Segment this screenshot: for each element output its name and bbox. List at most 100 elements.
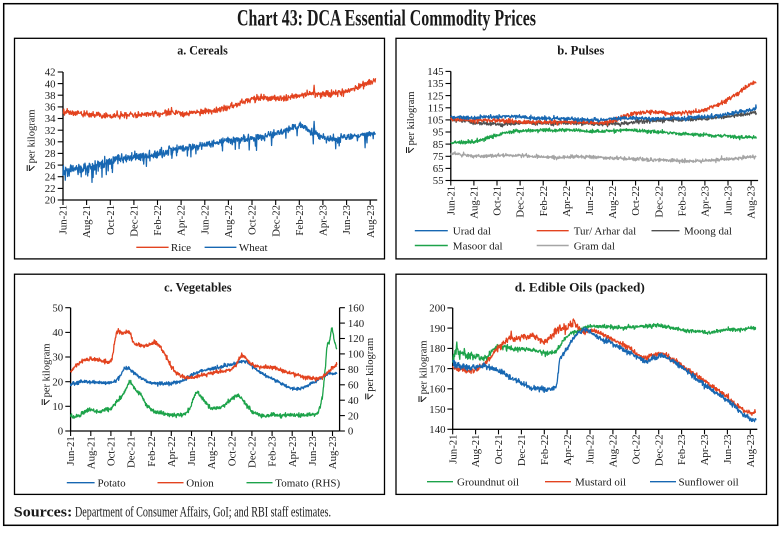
svg-text:Aug-23: Aug-23 — [746, 186, 758, 219]
svg-text:75: 75 — [433, 151, 444, 163]
svg-text:Dec-21: Dec-21 — [129, 205, 141, 237]
svg-text:Apr-22: Apr-22 — [166, 436, 178, 467]
svg-text:Aug-23: Aug-23 — [327, 436, 339, 469]
svg-text:Tur/ Arhar dal: Tur/ Arhar dal — [574, 226, 637, 238]
svg-text:per kilogram: per kilogram — [42, 343, 53, 397]
svg-text:Dec-21: Dec-21 — [516, 434, 528, 466]
svg-text:Aug-22: Aug-22 — [607, 186, 619, 219]
svg-text:40: 40 — [45, 78, 56, 90]
svg-text:34: 34 — [45, 113, 56, 125]
svg-text:Feb-22: Feb-22 — [152, 205, 164, 236]
svg-text:145: 145 — [427, 66, 443, 78]
svg-text:Aug-22: Aug-22 — [608, 434, 620, 467]
svg-text:95: 95 — [433, 127, 444, 139]
svg-text:c. Vegetables: c. Vegetables — [164, 280, 232, 295]
svg-text:85: 85 — [433, 139, 444, 151]
svg-text:Masoor dal: Masoor dal — [453, 240, 503, 252]
svg-text:40: 40 — [348, 395, 359, 407]
svg-text:Jun-22: Jun-22 — [585, 434, 597, 463]
svg-text:Feb-23: Feb-23 — [676, 434, 688, 465]
svg-text:Oct-22: Oct-22 — [247, 205, 259, 235]
svg-text:55: 55 — [433, 175, 444, 187]
svg-text:Aug-21: Aug-21 — [469, 186, 481, 219]
svg-text:Oct-21: Oct-21 — [105, 205, 117, 235]
svg-text:Apr-22: Apr-22 — [176, 205, 188, 236]
svg-text:Jun-21: Jun-21 — [447, 434, 459, 463]
svg-text:125: 125 — [427, 90, 443, 102]
svg-text:Chart 43: DCA Essential Commod: Chart 43: DCA Essential Commodity Prices — [237, 5, 536, 31]
svg-text:Jun-21: Jun-21 — [445, 186, 457, 215]
svg-text:0: 0 — [58, 426, 63, 438]
svg-text:Tomato (RHS): Tomato (RHS) — [275, 478, 340, 490]
svg-text:28: 28 — [45, 148, 56, 160]
svg-text:140: 140 — [348, 318, 364, 330]
svg-text:per kilogram: per kilogram — [27, 109, 38, 163]
svg-text:42: 42 — [45, 67, 56, 79]
svg-text:Jun-23: Jun-23 — [341, 205, 353, 234]
svg-text:160: 160 — [429, 384, 445, 396]
svg-text:200: 200 — [429, 303, 445, 315]
svg-text:10: 10 — [52, 401, 63, 413]
svg-text:Oct-22: Oct-22 — [630, 434, 642, 464]
svg-text:80: 80 — [348, 364, 359, 376]
svg-text:Dec-21: Dec-21 — [126, 436, 138, 468]
svg-text:Feb-22: Feb-22 — [146, 436, 158, 467]
svg-text:150: 150 — [429, 404, 445, 416]
svg-text:b. Pulses: b. Pulses — [557, 42, 604, 57]
svg-text:per kilogram: per kilogram — [365, 338, 376, 392]
svg-text:Jun-23: Jun-23 — [723, 186, 735, 215]
svg-text:22: 22 — [45, 183, 56, 195]
svg-text:Onion: Onion — [186, 478, 214, 490]
svg-text:115: 115 — [428, 103, 444, 115]
svg-text:d. Edible Oils (packed): d. Edible Oils (packed) — [515, 280, 645, 295]
svg-text:Wheat: Wheat — [239, 242, 268, 254]
svg-text:Jun-21: Jun-21 — [65, 436, 77, 465]
svg-text:Mustard oil: Mustard oil — [575, 477, 626, 489]
svg-text:Oct-21: Oct-21 — [492, 186, 504, 216]
svg-text:Oct-22: Oct-22 — [226, 436, 238, 466]
svg-text:20: 20 — [45, 195, 56, 207]
svg-text:Feb-23: Feb-23 — [676, 186, 688, 217]
svg-text:Dec-22: Dec-22 — [653, 186, 665, 218]
svg-text:60: 60 — [348, 380, 359, 392]
svg-text:120: 120 — [348, 333, 364, 345]
svg-text:Jun-21: Jun-21 — [58, 205, 70, 234]
svg-text:Aug-23: Aug-23 — [365, 205, 377, 238]
svg-text:190: 190 — [429, 323, 445, 335]
svg-text:per kilogram: per kilogram — [418, 340, 429, 394]
svg-text:105: 105 — [427, 115, 443, 127]
svg-text:Rice: Rice — [171, 242, 191, 254]
svg-text:Oct-21: Oct-21 — [493, 434, 505, 464]
svg-text:Feb-22: Feb-22 — [539, 434, 551, 465]
svg-text:Aug-21: Aug-21 — [470, 434, 482, 467]
svg-text:Jun-22: Jun-22 — [584, 186, 596, 215]
svg-text:30: 30 — [52, 352, 63, 364]
svg-text:135: 135 — [427, 78, 443, 90]
svg-text:140: 140 — [429, 424, 445, 436]
svg-text:Department of Consumer Affairs: Department of Consumer Affairs, GoI; and… — [75, 505, 331, 521]
svg-text:20: 20 — [52, 376, 63, 388]
svg-text:Jun-22: Jun-22 — [186, 436, 198, 465]
svg-text:Apr-22: Apr-22 — [562, 434, 574, 465]
svg-text:Feb-23: Feb-23 — [294, 205, 306, 236]
svg-text:per kilogram: per kilogram — [406, 91, 417, 145]
svg-text:Oct-21: Oct-21 — [106, 436, 118, 466]
svg-text:Aug-21: Aug-21 — [81, 205, 93, 238]
svg-text:Apr-23: Apr-23 — [287, 436, 299, 467]
svg-text:Apr-23: Apr-23 — [700, 186, 712, 217]
svg-text:Dec-22: Dec-22 — [247, 436, 259, 468]
svg-text:36: 36 — [45, 102, 56, 114]
svg-text:a. Cereals: a. Cereals — [177, 42, 228, 57]
svg-text:100: 100 — [348, 349, 364, 361]
svg-text:Feb-23: Feb-23 — [267, 436, 279, 467]
svg-text:Feb-22: Feb-22 — [538, 186, 550, 217]
svg-text:Apr-23: Apr-23 — [699, 434, 711, 465]
svg-text:Gram dal: Gram dal — [574, 240, 615, 252]
svg-text:Jun-23: Jun-23 — [307, 436, 319, 465]
svg-text:170: 170 — [429, 363, 445, 375]
svg-text:Sunflower oil: Sunflower oil — [679, 477, 739, 489]
svg-text:Apr-23: Apr-23 — [318, 205, 330, 236]
svg-text:38: 38 — [45, 90, 56, 102]
svg-text:Urad dal: Urad dal — [453, 226, 491, 238]
svg-text:24: 24 — [45, 171, 56, 183]
